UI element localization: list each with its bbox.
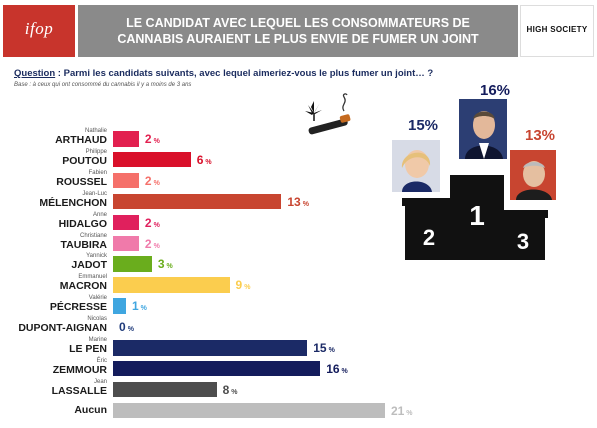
candidate-first-name: Christiane: [79, 232, 107, 239]
bar: [113, 381, 217, 398]
candidate-first-name: Jean: [93, 378, 107, 385]
candidate-last-name: ROUSSEL: [56, 175, 107, 188]
question: Question : Parmi les candidats suivants,…: [14, 68, 433, 79]
bar: [113, 214, 139, 231]
question-label: Question: [14, 68, 56, 79]
bar: [113, 235, 139, 251]
bar-value-label: 1%: [131, 299, 147, 314]
bar-value-label: 2%: [144, 215, 160, 230]
bar-value-label: 13%: [287, 194, 309, 209]
zemmour-photo: [459, 99, 507, 159]
bar-value-label: 8%: [222, 382, 238, 397]
podium-first-label: 1: [469, 200, 485, 231]
podium-icon: 1 2 3: [402, 175, 548, 260]
candidate-last-name: TAUBIRA: [60, 238, 107, 251]
bar: [113, 172, 139, 189]
bar-value-label: 6%: [196, 152, 212, 167]
bar-value-label: 2%: [144, 236, 160, 251]
bar-value-label: 21%: [390, 403, 413, 418]
ifop-logo: ifop: [3, 5, 75, 57]
header-bar: LE CANDIDAT AVEC LEQUEL LES CONSOMMATEUR…: [78, 5, 518, 57]
candidate-first-name: Emmanuel: [78, 274, 107, 281]
candidate-first-name: Fabien: [88, 169, 107, 176]
candidate-first-name: Nathalie: [84, 128, 107, 134]
cannabis-joint-icon: [305, 93, 351, 135]
candidate-first-name: Jean-Luc: [82, 190, 107, 197]
question-text: : Parmi les candidats suivants, avec leq…: [55, 68, 434, 79]
high-society-logo: HIGH SOCIETY: [520, 5, 594, 57]
bar-value-label: 9%: [235, 278, 251, 293]
melenchon-photo: [510, 150, 556, 200]
bar: [113, 131, 139, 147]
bar: [113, 340, 308, 356]
candidate-first-name: Valérie: [88, 295, 107, 302]
candidate-last-name: Aucun: [74, 403, 107, 416]
bar-value-label: 2%: [144, 132, 160, 146]
podium-third-label: 3: [517, 229, 529, 254]
candidate-last-name: MÉLENCHON: [39, 196, 107, 209]
page-title: LE CANDIDAT AVEC LEQUEL LES CONSOMMATEUR…: [117, 16, 479, 46]
candidate-last-name: PÉCRESSE: [49, 301, 107, 314]
bar: [113, 256, 152, 272]
bar: [113, 360, 321, 377]
podium-second-percent: 15%: [408, 117, 439, 134]
candidate-first-name: Philippe: [85, 148, 107, 155]
podium-first-percent: 16%: [480, 82, 511, 99]
candidate-last-name: MACRON: [59, 280, 107, 293]
candidate-first-name: Nicolas: [87, 316, 107, 323]
candidate-last-name: JADOT: [71, 259, 107, 272]
bar-value-label: 2%: [144, 173, 160, 188]
candidate-last-name: LE PEN: [69, 343, 107, 355]
bar: [113, 402, 385, 419]
bar-value-label: 15%: [313, 341, 335, 355]
candidate-last-name: ZEMMOUR: [52, 363, 107, 376]
le-pen-photo: [392, 140, 440, 192]
candidate-first-name: Anne: [92, 211, 107, 218]
bar-value-label: 3%: [157, 257, 173, 272]
bar-value-label: 16%: [326, 361, 348, 376]
bar-value-label: 0%: [119, 320, 134, 335]
candidate-last-name: ARTHAUD: [55, 134, 107, 146]
bar: [113, 151, 191, 168]
logo-text: ifop: [24, 19, 54, 38]
bar: [113, 277, 230, 293]
podium-third-percent: 13%: [525, 127, 556, 144]
candidate-last-name: LASSALLE: [51, 384, 107, 397]
podium-second-label: 2: [423, 225, 435, 250]
candidate-last-name: DUPONT-AIGNAN: [18, 322, 107, 335]
bar: [113, 298, 126, 314]
candidate-first-name: Marine: [88, 337, 107, 343]
brand-text: HIGH SOCIETY: [526, 25, 588, 34]
candidate-first-name: Éric: [96, 357, 107, 364]
candidate-first-name: Yannick: [86, 253, 107, 260]
bar: [113, 193, 282, 210]
base-note: Base : à ceux qui ont consommé du cannab…: [14, 82, 192, 88]
candidate-last-name: HIDALGO: [58, 217, 107, 230]
candidate-last-name: POUTOU: [62, 154, 107, 167]
